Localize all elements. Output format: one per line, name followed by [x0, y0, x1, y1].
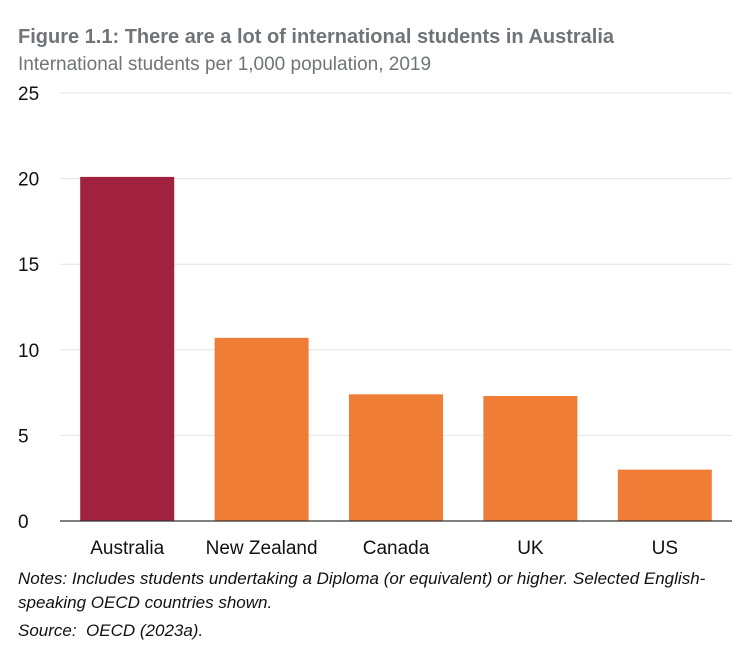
x-axis-labels: Australia New Zealand Canada UK US [90, 538, 678, 559]
y-tick-label: 5 [18, 426, 29, 447]
y-tick-label: 10 [18, 341, 39, 362]
chart-subtitle: International students per 1,000 populat… [18, 54, 432, 75]
bars [80, 176, 712, 521]
x-category-label: US [652, 538, 678, 559]
y-tick-label: 25 [18, 84, 39, 105]
x-category-label: Canada [363, 538, 430, 559]
bar-us [617, 469, 712, 521]
x-category-label: Australia [90, 538, 164, 559]
y-axis-ticks: 0 5 10 15 20 25 [18, 84, 39, 533]
y-tick-label: 15 [18, 255, 39, 276]
y-tick-label: 20 [18, 170, 39, 191]
chart-notes: Notes: Includes students undertaking a D… [18, 569, 706, 612]
y-tick-label: 0 [18, 512, 29, 533]
bar-uk [483, 396, 578, 521]
bar-canada [349, 394, 443, 521]
x-category-label: UK [517, 538, 544, 559]
bar-new-zealand [214, 337, 309, 521]
x-category-label: New Zealand [206, 538, 318, 559]
chart-source: Source: OECD (2023a). [18, 621, 204, 640]
chart-title: Figure 1.1: There are a lot of internati… [18, 26, 615, 48]
bar-australia [80, 176, 175, 521]
